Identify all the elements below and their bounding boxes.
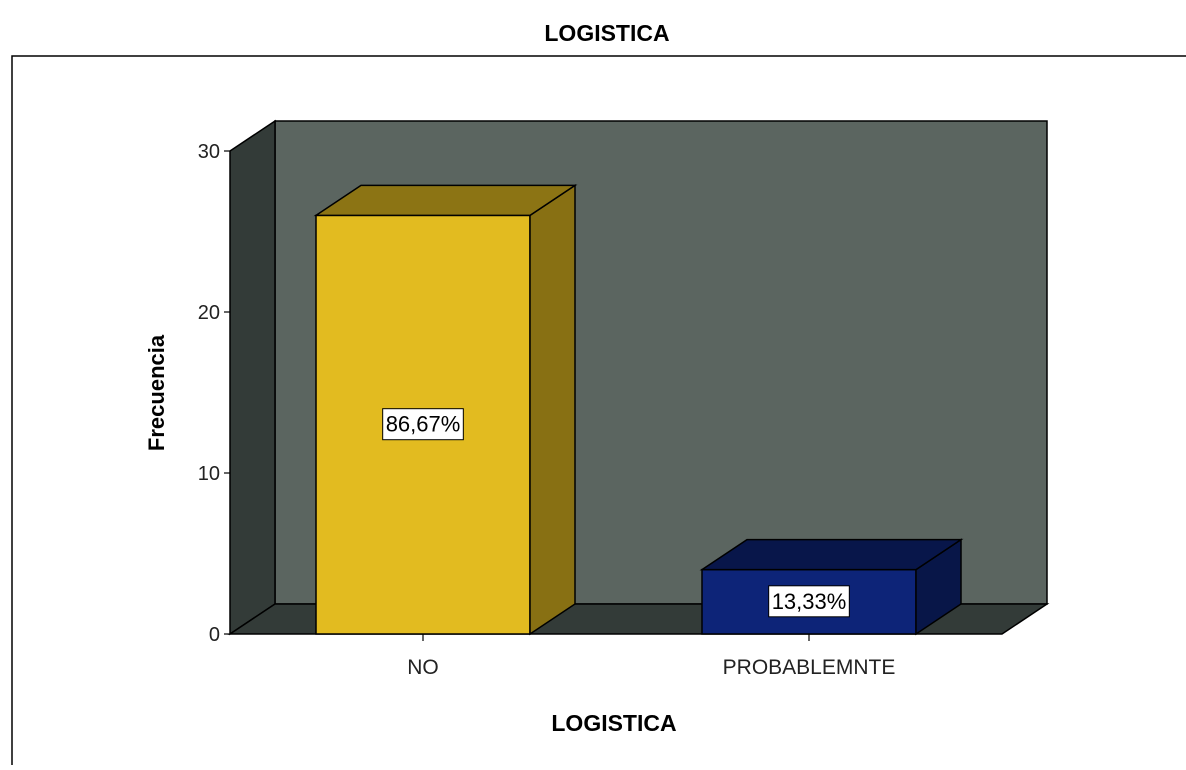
data-labels: 86,67% 13,33% (382, 408, 850, 618)
plot-side-wall (229, 119, 276, 636)
data-label: 13,33% (768, 585, 850, 618)
data-label-text: 86,67% (386, 412, 461, 437)
bar-top (699, 538, 964, 571)
y-axis-label: Frecuencia (144, 334, 169, 451)
x-axis-ticks: NO PROBABLEMNTE (407, 634, 895, 679)
bars (313, 183, 964, 636)
y-axis-ticks: 0 10 20 30 (198, 141, 230, 646)
y-tick-label: 30 (198, 141, 220, 163)
data-label-box (382, 408, 464, 441)
data-label-text: 13,33% (772, 589, 847, 614)
chart-frame (11, 55, 1186, 765)
bar-side (529, 183, 576, 636)
data-label: 86,67% (382, 408, 464, 441)
x-axis-label: LOGISTICA (551, 710, 676, 736)
data-label-box (768, 585, 850, 618)
bar (699, 538, 964, 636)
x-tick-label: NO (407, 656, 439, 679)
y-tick-label: 0 (209, 624, 220, 646)
bar (313, 183, 578, 636)
y-tick-label: 20 (198, 302, 220, 324)
y-tick-label: 10 (198, 463, 220, 485)
chart-title: LOGISTICA (544, 20, 669, 46)
bar-top (313, 184, 578, 217)
x-tick-label: PROBABLEMNTE (723, 656, 896, 679)
